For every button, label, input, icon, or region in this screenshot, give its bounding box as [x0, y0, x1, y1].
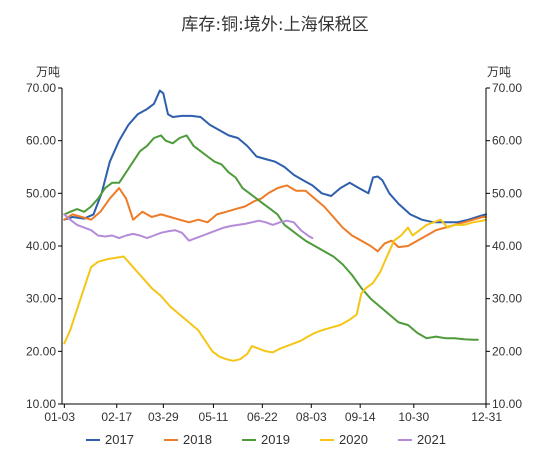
y-tick-label-left: 40.00 [26, 239, 56, 253]
y-tick-label-left: 20.00 [26, 344, 56, 358]
y-tick-label-left: 10.00 [26, 397, 56, 411]
legend-label: 2019 [261, 432, 290, 447]
x-tick-label: 12-31 [471, 410, 502, 424]
y-tick-label-right: 10.00 [492, 397, 522, 411]
y-tick-label-left: 50.00 [26, 186, 56, 200]
y-tick-label-right: 70.00 [492, 81, 522, 95]
y-tick-label-right: 40.00 [492, 239, 522, 253]
series-line-2017 [63, 89, 487, 224]
legend: 2017 2018 2019 2020 2021 [86, 432, 446, 447]
chart-title: 库存:铜:境外:上海保税区 [181, 15, 368, 35]
series-line-2019 [63, 134, 479, 341]
x-tick-label: 05-11 [199, 410, 229, 424]
legend-label: 2018 [183, 432, 212, 447]
series-layer [63, 89, 487, 362]
y-tick-label-right: 60.00 [492, 134, 522, 148]
series-line-2018 [63, 184, 487, 253]
series-line-2020 [63, 218, 487, 362]
left-axis-unit: 万吨 [36, 65, 60, 79]
x-tick-label: 02-17 [101, 410, 132, 424]
y-tick-label-right: 50.00 [492, 186, 522, 200]
x-tick-layer: 01-03 02-17 03-29 05-11 06-22 08-03 09-14 10-30… [44, 404, 502, 424]
y-tick-label-right: 30.00 [492, 292, 522, 306]
legend-label: 2017 [105, 432, 134, 447]
y-tick-label-left: 30.00 [26, 292, 56, 306]
x-tick-label: 09-14 [345, 410, 376, 424]
legend-label: 2021 [417, 432, 446, 447]
series-line-2021 [63, 213, 314, 242]
x-tick-label: 01-03 [44, 410, 75, 424]
right-axis-unit: 万吨 [487, 65, 511, 79]
x-tick-label: 03-29 [148, 410, 179, 424]
legend-label: 2020 [339, 432, 368, 447]
y-tick-layer: 10.00 10.00 20.00 20.00 30.00 30.00 40.00 40.00… [26, 81, 522, 411]
x-tick-label: 06-22 [247, 410, 278, 424]
y-tick-label-right: 20.00 [492, 344, 522, 358]
x-tick-label: 10-30 [398, 410, 429, 424]
y-tick-label-left: 60.00 [26, 134, 56, 148]
y-tick-label-left: 70.00 [26, 81, 56, 95]
x-tick-label: 08-03 [296, 410, 327, 424]
